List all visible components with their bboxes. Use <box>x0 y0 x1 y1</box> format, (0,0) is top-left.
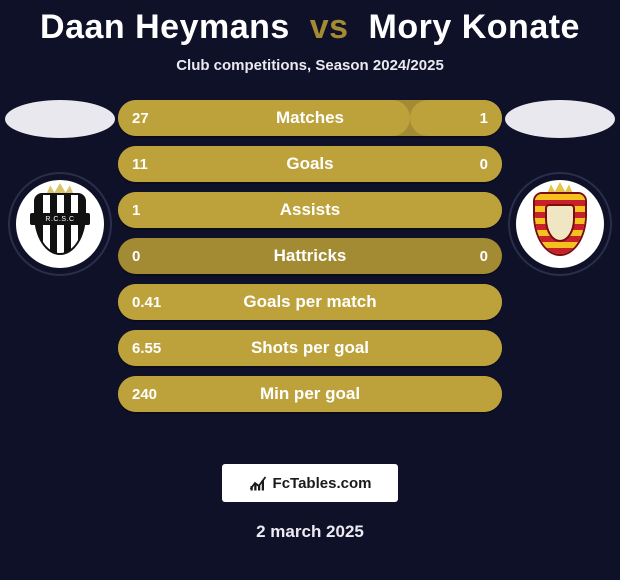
stat-value-left: 0 <box>132 248 140 265</box>
chart-rising-icon <box>249 474 267 492</box>
team-left-halo <box>5 100 115 138</box>
crest-mechelen-icon <box>533 192 587 256</box>
stat-value-left: 6.55 <box>132 340 161 357</box>
team-right-crest <box>510 174 610 274</box>
player1-name: Daan Heymans <box>40 8 290 46</box>
stat-value-left: 11 <box>132 156 148 173</box>
stat-label: Min per goal <box>260 384 360 404</box>
comparison-body: R.C.S.C 27 1 Matches 11 0 Goals 1 Assists 0 0 Hatt… <box>0 100 620 440</box>
team-left-crest: R.C.S.C <box>10 174 110 274</box>
stat-value-right: 1 <box>480 110 488 127</box>
stat-bar: 0.41 Goals per match <box>118 284 502 320</box>
branding-text: FcTables.com <box>273 475 372 492</box>
stat-bar: 1 Assists <box>118 192 502 228</box>
stat-label: Assists <box>280 200 340 220</box>
crest-charleroi-icon: R.C.S.C <box>34 193 86 255</box>
branding-badge[interactable]: FcTables.com <box>222 464 398 502</box>
team-right-halo <box>505 100 615 138</box>
comparison-title: Daan Heymans vs Mory Konate <box>0 0 620 47</box>
stat-value-left: 240 <box>132 386 157 403</box>
stat-bar: 6.55 Shots per goal <box>118 330 502 366</box>
stat-fill-right <box>410 100 502 136</box>
stat-value-left: 27 <box>132 110 149 127</box>
stat-bar: 240 Min per goal <box>118 376 502 412</box>
team-right <box>500 100 620 274</box>
team-left: R.C.S.C <box>0 100 120 274</box>
stat-bar: 11 0 Goals <box>118 146 502 182</box>
stat-value-right: 0 <box>480 156 488 173</box>
stat-fill-left <box>118 100 410 136</box>
stat-bar: 27 1 Matches <box>118 100 502 136</box>
stat-label: Goals per match <box>243 292 376 312</box>
subtitle: Club competitions, Season 2024/2025 <box>0 57 620 74</box>
stat-bars: 27 1 Matches 11 0 Goals 1 Assists 0 0 Hattricks 0.4… <box>118 100 502 412</box>
stat-label: Shots per goal <box>251 338 369 358</box>
stat-value-right: 0 <box>480 248 488 265</box>
stat-bar: 0 0 Hattricks <box>118 238 502 274</box>
stat-value-left: 1 <box>132 202 140 219</box>
stat-label: Matches <box>276 108 344 128</box>
player2-name: Mory Konate <box>369 8 580 46</box>
stat-label: Goals <box>286 154 333 174</box>
stat-value-left: 0.41 <box>132 294 161 311</box>
footer-date: 2 march 2025 <box>0 522 620 542</box>
stat-label: Hattricks <box>274 246 347 266</box>
vs-text: vs <box>310 8 349 46</box>
